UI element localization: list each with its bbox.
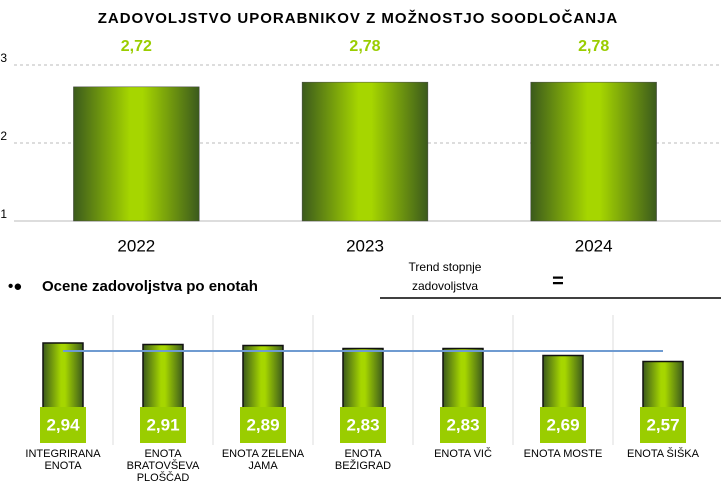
y-tick-label: 3 <box>0 51 7 65</box>
value-label-box <box>140 407 186 443</box>
value-label: 2,69 <box>546 415 579 434</box>
value-label-box <box>440 407 486 443</box>
x-tick-label: 2024 <box>575 236 613 255</box>
value-label: 2,94 <box>46 415 80 434</box>
y-tick-label: 1 <box>0 207 7 221</box>
value-label-box <box>640 407 686 443</box>
value-label: 2,78 <box>349 38 380 55</box>
x-tick-label: INTEGRIRANA ENOTA <box>25 448 101 472</box>
x-tick-label: 2022 <box>117 236 155 255</box>
value-label: 2,83 <box>346 415 379 434</box>
value-label: 2,78 <box>578 38 609 55</box>
x-tick-label: ENOTA BEŽIGRAD <box>334 448 392 472</box>
trend-label-box: Trend stopnje zadovoljstva <box>408 260 482 293</box>
value-label: 2,83 <box>446 415 479 434</box>
value-label: 2,89 <box>246 415 279 434</box>
value-label: 2,57 <box>646 415 679 434</box>
bullet: •● <box>8 278 22 295</box>
x-tick-label: ENOTA ŠIŠKA <box>627 448 699 460</box>
section-heading: Ocene zadovoljstva po enotah <box>42 278 258 295</box>
value-label-box <box>540 407 586 443</box>
x-tick-label: ENOTA VIČ <box>434 448 492 460</box>
trend-label: Trend stopnje zadovoljstva <box>408 260 482 293</box>
chart-title: ZADOVOLJSTVO UPORABNIKOV Z MOŽNOSTJO SOO… <box>98 9 619 27</box>
value-label-box <box>40 407 86 443</box>
value-label: 2,72 <box>121 38 152 55</box>
x-tick-label: ENOTA MOSTE <box>523 448 603 460</box>
value-label: 2,91 <box>146 415 179 434</box>
bar <box>301 81 429 222</box>
trend-symbol: = <box>552 270 564 292</box>
x-tick-label: ENOTA ZELENA JAMA <box>221 448 305 472</box>
value-label-box <box>240 407 286 443</box>
y-tick-label: 2 <box>0 129 7 143</box>
x-tick-label: ENOTA BRATOVŠEVA PLOŠČAD <box>126 448 200 484</box>
x-tick-label: 2023 <box>346 236 384 255</box>
bar <box>530 81 657 222</box>
bar <box>73 86 200 222</box>
value-label-box <box>340 407 386 443</box>
